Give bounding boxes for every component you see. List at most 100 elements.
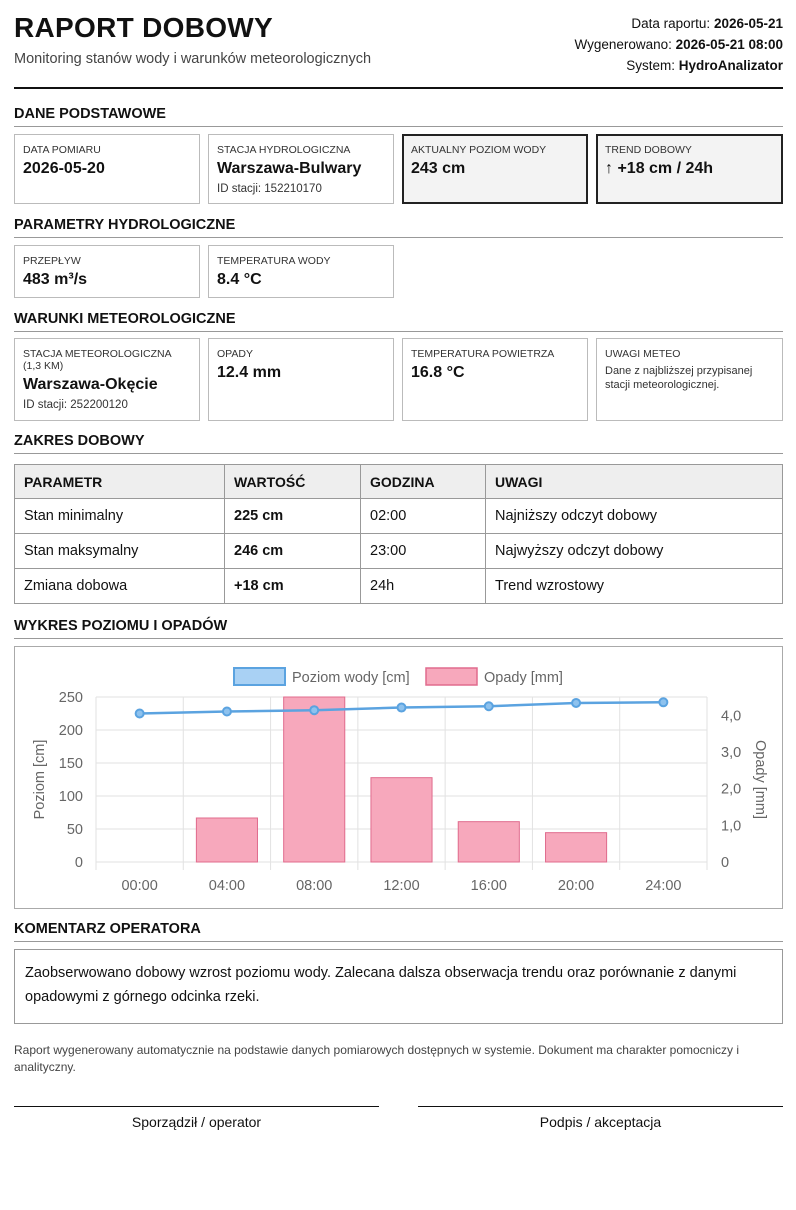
x-tick-label: 00:00 <box>121 878 157 894</box>
card-water-level: AKTUALNY POZIOM WODY 243 cm <box>402 134 588 204</box>
water-level-point <box>571 697 582 708</box>
y2-tick-label: 1,0 <box>721 818 741 834</box>
legend-label-rain: Opady [mm] <box>484 670 563 686</box>
card-value: 2026-05-20 <box>23 160 105 177</box>
card-flow: PRZEPŁYW 483 m³/s <box>14 245 200 298</box>
rain-bar <box>370 777 433 863</box>
section-basic-title: DANE PODSTAWOWE <box>14 106 783 127</box>
card-value: Warszawa-Okęcie <box>23 376 158 393</box>
table-row: Zmiana dobowa +18 cm 24h Trend wzrostowy <box>14 568 783 604</box>
card-daily-trend: TREND DOBOWY ↑ +18 cm / 24h <box>596 134 783 204</box>
chart-svg: 0 50 100 150 200 250 0 1,0 2,0 3,0 4,0 00:00 04:00 08… <box>32 667 768 894</box>
card-note: Dane z najbliższej przypisanej stacji me… <box>605 365 753 391</box>
card-label: PRZEPŁYW <box>23 255 81 267</box>
section-range-title: ZAKRES DOBOWY <box>14 433 783 454</box>
section-comment-title: KOMENTARZ OPERATORA <box>14 921 783 942</box>
table-header-cell: UWAGI <box>485 464 783 499</box>
card-value: ↑ +18 cm / 24h <box>605 160 714 177</box>
operator-comment: Zaobserwowano dobowy wzrost poziomu wody… <box>14 949 783 1024</box>
y-tick-label: 100 <box>59 789 83 805</box>
card-label: TREND DOBOWY <box>605 144 692 156</box>
card-air-temp: TEMPERATURA POWIETRZA 16.8 °C <box>402 338 588 421</box>
water-level-point <box>483 701 494 712</box>
table-header-row: PARAMETR WARTOŚĆ GODZINA UWAGI <box>14 464 783 499</box>
daily-range-table: PARAMETR WARTOŚĆ GODZINA UWAGI Stan mini… <box>14 464 783 604</box>
card-water-temp: TEMPERATURA WODY 8.4 °C <box>208 245 394 298</box>
card-station-id: ID stacji: 152210170 <box>217 183 322 195</box>
generated-label: Wygenerowano: <box>574 37 672 52</box>
card-label: DATA POMIARU <box>23 144 101 156</box>
table-header-cell: GODZINA <box>360 464 486 499</box>
table-cell: 23:00 <box>360 533 486 569</box>
report-title: RAPORT DOBOWY <box>14 12 274 43</box>
card-label: TEMPERATURA POWIETRZA <box>411 348 555 360</box>
y2-axis-title: Opady [mm] <box>752 740 768 819</box>
y-tick-label: 50 <box>67 822 83 838</box>
system-value: HydroAnalizator <box>678 58 783 73</box>
card-station-id: ID stacji: 252200120 <box>23 399 128 411</box>
y-axis-title: Poziom [cm] <box>32 740 48 820</box>
footnote: Raport wygenerowany automatycznie na pod… <box>14 1043 740 1074</box>
x-tick-label: 08:00 <box>296 878 332 894</box>
report-header: RAPORT DOBOWY Monitoring stanów wody i w… <box>14 10 783 89</box>
table-header-cell: WARTOŚĆ <box>224 464 361 499</box>
card-meteo-notes: UWAGI METEO Dane z najbliższej przypisan… <box>596 338 783 421</box>
table-header-cell: PARAMETR <box>14 464 225 499</box>
card-label: AKTUALNY POZIOM WODY <box>411 144 547 156</box>
signature-approval: Podpis / akceptacja <box>418 1106 783 1130</box>
water-level-point <box>396 702 407 713</box>
section-hydro-title: PARAMETRY HYDROLOGICZNE <box>14 217 783 238</box>
table-cell: 246 cm <box>224 533 361 569</box>
card-value: 12.4 mm <box>217 364 282 381</box>
legend-swatch-level <box>233 667 286 686</box>
water-level-point <box>221 706 232 717</box>
x-tick-label: 12:00 <box>383 878 419 894</box>
card-value: 16.8 °C <box>411 364 465 381</box>
section-meteo-title: WARUNKI METEOROLOGICZNE <box>14 311 783 332</box>
x-tick-label: 04:00 <box>209 878 245 894</box>
card-value: 243 cm <box>411 160 466 177</box>
table-cell: Najniższy odczyt dobowy <box>485 498 783 534</box>
level-rain-chart: 0 50 100 150 200 250 0 1,0 2,0 3,0 4,0 00:00 04:00 08… <box>14 646 783 909</box>
y2-tick-label: 0 <box>721 855 729 871</box>
table-cell: 02:00 <box>360 498 486 534</box>
water-level-point <box>658 697 669 708</box>
card-label: STACJA HYDROLOGICZNA <box>217 144 351 156</box>
table-cell: +18 cm <box>224 568 361 604</box>
y-tick-label: 250 <box>59 690 83 706</box>
table-cell: 24h <box>360 568 486 604</box>
rain-bar <box>195 817 258 863</box>
y2-tick-label: 3,0 <box>721 745 741 761</box>
card-value: 483 m³/s <box>23 271 88 288</box>
card-meteo-station: STACJA METEOROLOGICZNA (1,3 KM) Warszawa… <box>14 338 200 421</box>
y-tick-label: 200 <box>59 723 83 739</box>
rain-bar <box>545 832 608 863</box>
y-tick-label: 150 <box>59 756 83 772</box>
card-label: STACJA METEOROLOGICZNA (1,3 KM) <box>23 348 171 372</box>
card-rainfall: OPADY 12.4 mm <box>208 338 394 421</box>
signature-operator: Sporządził / operator <box>14 1106 379 1130</box>
table-cell: Stan minimalny <box>14 498 225 534</box>
table-cell: Trend wzrostowy <box>485 568 783 604</box>
x-tick-label: 16:00 <box>471 878 507 894</box>
water-level-point <box>134 708 145 719</box>
legend-label-level: Poziom wody [cm] <box>292 670 410 686</box>
legend-swatch-rain <box>425 667 478 686</box>
table-row: Stan minimalny 225 cm 02:00 Najniższy od… <box>14 498 783 534</box>
y2-tick-label: 2,0 <box>721 782 741 798</box>
water-level-point <box>309 705 320 716</box>
report-date: 2026-05-21 <box>713 16 783 31</box>
table-row: Stan maksymalny 246 cm 23:00 Najwyższy o… <box>14 533 783 569</box>
card-label: UWAGI METEO <box>605 348 681 360</box>
y2-tick-label: 4,0 <box>721 708 741 724</box>
card-value: 8.4 °C <box>217 271 262 288</box>
table-cell: Stan maksymalny <box>14 533 225 569</box>
y-tick-label: 0 <box>75 855 83 871</box>
rain-bar <box>283 696 346 863</box>
generated-value: 2026-05-21 08:00 <box>675 37 783 52</box>
system-label: System: <box>626 58 675 73</box>
section-chart-title: WYKRES POZIOMU I OPADÓW <box>14 618 783 639</box>
report-date-label: Data raportu: <box>631 16 711 31</box>
report-subtitle: Monitoring stanów wody i warunków meteor… <box>14 51 372 67</box>
table-cell: Najwyższy odczyt dobowy <box>485 533 783 569</box>
